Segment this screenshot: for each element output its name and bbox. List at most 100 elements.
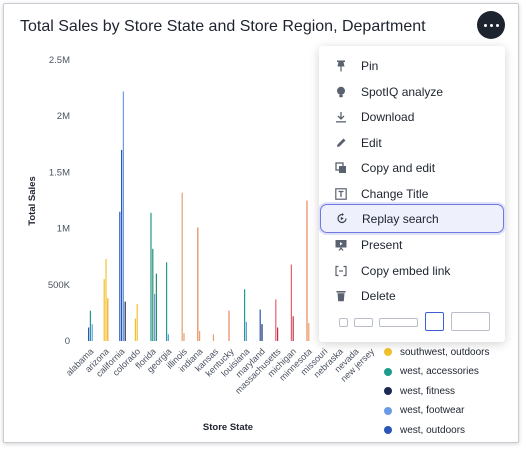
bar: [136, 303, 138, 341]
more-dot: [489, 23, 493, 27]
bar: [212, 334, 214, 341]
legend-label: southwest, outdoors: [400, 346, 490, 358]
legend-item[interactable]: west, footwear: [384, 403, 464, 419]
bar: [88, 327, 90, 341]
bar: [107, 298, 109, 341]
bulb-icon: [335, 86, 347, 98]
x-axis-label: Store State: [203, 422, 253, 433]
menu-item-label: Replay search: [362, 211, 439, 226]
legend-item[interactable]: west, fitness: [384, 383, 455, 399]
bar: [119, 211, 121, 341]
more-options-button[interactable]: [477, 11, 505, 39]
bar: [244, 289, 246, 341]
bar: [292, 316, 294, 341]
menu-item-label: SpotIQ analyze: [361, 84, 444, 99]
bar: [167, 334, 169, 341]
legend-swatch: [384, 426, 392, 434]
y-tick-label: 2M: [57, 111, 70, 122]
legend-label: west, accessories: [400, 366, 479, 377]
bar: [154, 293, 156, 341]
legend-label: west, fitness: [400, 385, 456, 397]
bar: [306, 200, 308, 341]
chart-title: Total Sales by Store State and Store Reg…: [20, 18, 426, 35]
bar: [166, 262, 168, 341]
tile-size-selector: [319, 312, 505, 332]
y-tick-label: 0: [65, 336, 70, 347]
pin-icon: [335, 60, 347, 72]
legend-label: west, outdoors: [400, 424, 466, 436]
bar: [197, 227, 199, 341]
tile-size-s-option[interactable]: [354, 318, 373, 327]
bar: [121, 149, 123, 341]
bar: [91, 324, 93, 341]
y-tick-label: 1.5M: [49, 167, 70, 178]
more-horizontal-icon: [483, 23, 487, 27]
bar: [183, 333, 185, 341]
present-icon: [335, 239, 347, 251]
download-icon: [335, 111, 347, 123]
tile-size-l-option[interactable]: [425, 312, 444, 331]
more-dot: [495, 23, 499, 27]
bar: [199, 330, 201, 341]
menu-item-label: Present: [361, 237, 403, 252]
menu-item-label: Edit: [361, 135, 382, 150]
bar: [261, 324, 263, 341]
y-tick-label: 500K: [48, 280, 71, 291]
bar: [308, 323, 310, 341]
bar: [245, 321, 247, 341]
menu-item-change-title[interactable]: Change Title: [319, 181, 505, 206]
legend-item[interactable]: southwest, outdoors: [384, 344, 490, 360]
menu-item-label: Change Title: [361, 186, 429, 201]
bar: [134, 318, 136, 341]
bar: [124, 301, 126, 341]
legend-item[interactable]: west, accessories: [384, 364, 479, 380]
menu-item-present[interactable]: Present: [319, 232, 505, 257]
legend-swatch: [384, 387, 392, 395]
bar: [89, 310, 91, 341]
bar: [150, 212, 152, 341]
chart-card: Total Sales by Store State and Store Reg…: [3, 3, 519, 443]
copy-icon: [335, 161, 347, 174]
legend-label: west, footwear: [400, 405, 465, 416]
menu-item-label: Pin: [361, 58, 379, 73]
menu-item-spotiq-analyze[interactable]: SpotIQ analyze: [319, 79, 505, 104]
bar: [155, 273, 157, 341]
bar: [259, 309, 261, 341]
tile-size-m-option[interactable]: [379, 318, 418, 327]
menu-item-copy-embed-link[interactable]: Copy embed link: [319, 258, 505, 283]
tile-size-xl-option[interactable]: [451, 312, 490, 331]
legend-swatch: [384, 406, 392, 415]
tile-size-xs-option[interactable]: [339, 318, 348, 327]
y-tick-label: 2.5M: [49, 55, 70, 66]
bar: [181, 192, 183, 341]
embed-icon: [335, 265, 347, 277]
more-options-menu: Pin SpotIQ analyze Download Edit Copy and ed…: [319, 46, 505, 342]
menu-item-replay-search[interactable]: Replay search: [320, 204, 504, 233]
bar: [290, 264, 292, 341]
bar: [103, 279, 105, 341]
legend-swatch: [384, 348, 392, 356]
menu-item-edit[interactable]: Edit: [319, 130, 505, 155]
pencil-icon: [335, 137, 347, 149]
legend-swatch: [384, 367, 392, 376]
bar: [105, 258, 107, 341]
title-icon: [335, 187, 347, 200]
menu-item-delete[interactable]: Delete: [319, 283, 505, 308]
trash-icon: [335, 290, 347, 302]
legend-item[interactable]: west, outdoors: [384, 422, 465, 438]
bar: [122, 91, 124, 341]
menu-item-label: Delete: [361, 288, 396, 303]
menu-item-label: Copy and edit: [361, 160, 436, 175]
y-tick-label: 1M: [57, 224, 70, 235]
replay-icon: [336, 213, 348, 225]
bar: [228, 310, 230, 341]
menu-item-label: Download: [361, 109, 415, 124]
y-axis-label: Total Sales: [27, 176, 38, 225]
bar: [277, 327, 279, 341]
menu-item-label: Copy embed link: [361, 263, 451, 278]
menu-item-pin[interactable]: Pin: [319, 53, 505, 78]
bar: [152, 248, 154, 341]
menu-item-download[interactable]: Download: [319, 104, 505, 129]
menu-item-copy-and-edit[interactable]: Copy and edit: [319, 155, 505, 180]
